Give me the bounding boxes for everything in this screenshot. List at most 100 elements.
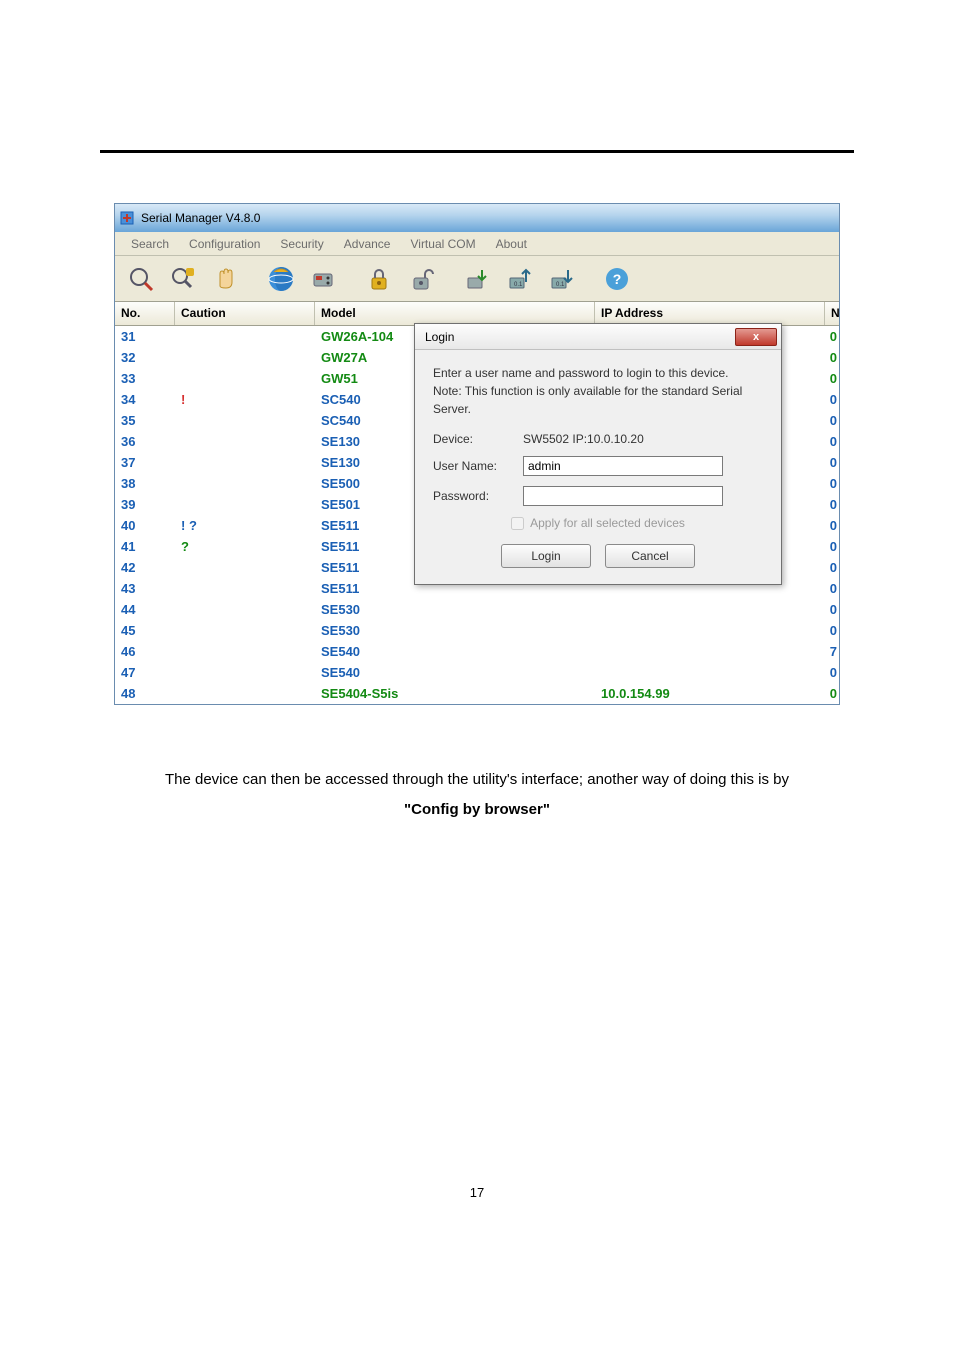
page-number: 17 [100,1185,854,1200]
toolbar-about-icon[interactable]: ? [597,259,637,299]
menu-advance[interactable]: Advance [334,235,401,253]
table-row[interactable]: 44 SE530 0 [115,599,839,620]
menu-search[interactable]: Search [121,235,179,253]
cell-no: 46 [115,644,175,659]
footer-line2: "Config by browser" [404,801,550,818]
cell-n: 0 [825,413,839,428]
toolbar-browser-icon[interactable] [261,259,301,299]
cell-no: 34 [115,392,175,407]
cell-n: 7 [825,644,839,659]
toolbar-import-icon[interactable] [457,259,497,299]
login-dialog: Login x Enter a user name and password t… [414,323,782,585]
table-row[interactable]: 47 SE540 0 [115,662,839,683]
login-msg2: Note: This function is only available fo… [433,384,742,416]
column-header-ip[interactable]: IP Address [595,302,825,325]
login-msg1: Enter a user name and password to login … [433,366,729,380]
menu-virtual-com[interactable]: Virtual COM [400,235,485,253]
cell-n: 0 [825,434,839,449]
cell-n: 0 [825,686,839,701]
footer-line1: The device can then be accessed through … [165,771,789,788]
cell-no: 37 [115,455,175,470]
menu-configuration[interactable]: Configuration [179,235,270,253]
svg-text:0.1: 0.1 [514,282,523,288]
cancel-button[interactable]: Cancel [605,544,695,568]
table-row[interactable]: 45SE5300 [115,620,839,641]
cell-no: 40 [115,518,175,533]
toolbar-search2-icon[interactable] [163,259,203,299]
toolbar-device-icon[interactable] [303,259,343,299]
cell-n: 0 [825,329,839,344]
cell-n: 0 [825,350,839,365]
login-message: Enter a user name and password to login … [433,364,763,418]
cell-n: 0 [825,539,839,554]
cell-no: 39 [115,497,175,512]
cell-no: 38 [115,476,175,491]
column-header-no[interactable]: No. [115,302,175,325]
cell-no: 31 [115,329,175,344]
toolbar-lock-icon[interactable] [359,259,399,299]
login-button[interactable]: Login [501,544,591,568]
toolbar-hand-icon[interactable] [205,259,245,299]
cell-no: 32 [115,350,175,365]
cell-n: 0 [825,560,839,575]
menu-bar: Search Configuration Security Advance Vi… [115,232,839,256]
cell-model: SE530 [315,602,595,617]
cell-model: SE540 [315,644,595,659]
svg-text:0.1: 0.1 [556,282,565,288]
cell-caution: ! [175,392,315,407]
cell-model: SE5404-S5is [315,686,595,701]
cell-ip: 10.0.154.99 [595,686,825,701]
cell-n: 0 [825,392,839,407]
cell-n: 0 [825,476,839,491]
username-input[interactable] [523,456,723,476]
cell-no: 47 [115,665,175,680]
toolbar: 0.1 0.1 ? [115,256,839,302]
svg-text:?: ? [613,271,622,287]
cell-caution: ? [175,539,315,554]
password-label: Password: [433,489,523,503]
username-label: User Name: [433,459,523,473]
cell-no: 41 [115,539,175,554]
menu-about[interactable]: About [486,235,537,253]
toolbar-download-icon[interactable]: 0.1 [541,259,581,299]
toolbar-export-icon[interactable]: 0.1 [499,259,539,299]
password-input[interactable] [523,486,723,506]
apply-all-label: Apply for all selected devices [530,516,685,530]
cell-no: 33 [115,371,175,386]
login-title: Login [425,330,454,344]
device-value: SW5502 IP:10.0.10.20 [523,432,644,446]
cell-no: 42 [115,560,175,575]
cell-no: 35 [115,413,175,428]
toolbar-search-icon[interactable] [121,259,161,299]
device-label: Device: [433,432,523,446]
cell-n: 0 [825,371,839,386]
menu-security[interactable]: Security [270,235,333,253]
cell-no: 36 [115,434,175,449]
cell-model: SE530 [315,623,595,638]
cell-n: 0 [825,665,839,680]
cell-n: 0 [825,497,839,512]
close-icon[interactable]: x [735,328,777,346]
login-title-bar: Login x [415,324,781,350]
table-row[interactable]: 46 SE540 7 [115,641,839,662]
window-title: Serial Manager V4.8.0 [141,211,260,225]
apply-all-checkbox [511,517,524,530]
cell-n: 0 [825,623,839,638]
cell-no: 43 [115,581,175,596]
cell-n: 0 [825,581,839,596]
column-header-model[interactable]: Model [315,302,595,325]
cell-model: SE540 [315,665,595,680]
cell-n: 0 [825,455,839,470]
column-header-n[interactable]: N [825,302,839,325]
cell-no: 48 [115,686,175,701]
table-row[interactable]: 48 SE5404-S5is10.0.154.990 [115,683,839,704]
apply-all-row: Apply for all selected devices [433,516,763,530]
cell-caution: ! ? [175,518,315,533]
column-header-caution[interactable]: Caution [175,302,315,325]
toolbar-unlock-icon[interactable] [401,259,441,299]
footer-text: The device can then be accessed through … [100,765,854,825]
cell-no: 44 [115,602,175,617]
window-title-bar: Serial Manager V4.8.0 [115,204,839,232]
cell-n: 0 [825,602,839,617]
app-icon [119,210,135,226]
